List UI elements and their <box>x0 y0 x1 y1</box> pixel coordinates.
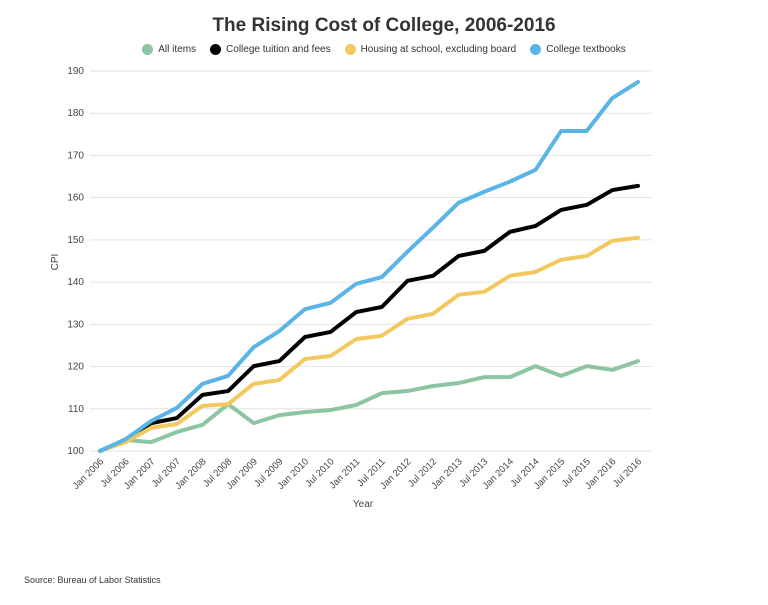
legend: All items College tuition and fees Housing… <box>0 44 768 55</box>
legend-label: All items <box>158 44 197 55</box>
x-axis-label: Year <box>353 499 374 510</box>
legend-marker <box>210 44 222 55</box>
series-line-all-items <box>98 359 640 453</box>
x-tick-label: Jul 2016 <box>611 456 644 489</box>
y-tick-label: 130 <box>67 319 84 330</box>
legend-item: College textbooks <box>530 44 626 55</box>
legend-item: Housing at school, excluding board <box>344 44 517 55</box>
legend-label: Housing at school, excluding board <box>360 44 517 55</box>
chart-title: The Rising Cost of College, 2006-2016 <box>212 15 556 36</box>
y-tick-label: 100 <box>67 446 84 457</box>
legend-item: All items <box>142 44 196 55</box>
series-line-college-tuition-and-fees <box>98 183 640 453</box>
y-tick-label: 180 <box>67 108 84 119</box>
y-tick-label: 140 <box>67 277 84 288</box>
y-tick-label: 190 <box>67 66 84 77</box>
series-line-college-textbooks <box>98 79 640 453</box>
legend-item: College tuition and fees <box>210 44 331 55</box>
y-tick-label: 170 <box>67 150 84 161</box>
series-line-housing-at-school-excluding-board <box>98 235 640 453</box>
legend-marker <box>530 44 542 55</box>
legend-marker <box>344 44 356 55</box>
y-tick-label: 120 <box>67 362 84 373</box>
y-axis-label: CPI <box>50 254 61 271</box>
legend-marker <box>142 44 154 55</box>
y-tick-label: 160 <box>67 193 84 204</box>
legend-label: College tuition and fees <box>226 44 331 55</box>
source-note: Source: Bureau of Labor Statistics <box>24 575 161 585</box>
legend-label: College textbooks <box>546 44 626 55</box>
y-tick-label: 110 <box>68 404 84 415</box>
x-tick-label: Jan 2006 <box>71 456 106 491</box>
y-tick-label: 150 <box>67 235 84 246</box>
